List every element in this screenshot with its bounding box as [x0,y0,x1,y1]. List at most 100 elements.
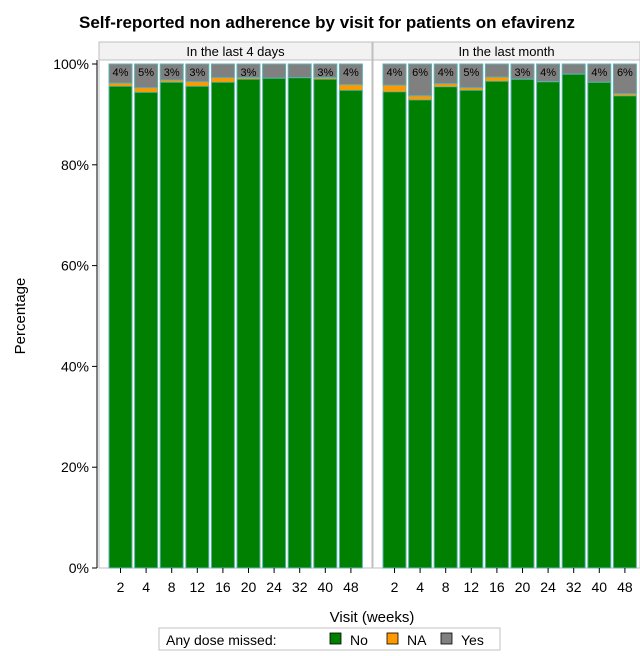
bar-yes [433,63,458,85]
data-label: 3% [241,67,257,79]
legend-label-no: No [350,632,368,648]
data-label: 4% [591,67,607,79]
bar-yes [287,63,312,79]
bar-no [587,81,612,569]
data-label: 4% [438,67,454,79]
x-tick-label: 12 [190,579,206,595]
y-tick-label: 40% [61,358,89,374]
bar-no [108,85,133,569]
x-tick-label: 2 [117,579,125,595]
bar-no [338,89,363,569]
bar-na [485,76,509,82]
panel-title: In the last 4 days [186,44,285,59]
y-axis-label: Percentage [12,278,29,355]
bar-na [382,84,407,93]
bar-na [134,87,158,93]
panel-1: In the last 4 days 4% 2 5% 4 3% 8 3% 12 16 3% 20 24 3… [98,41,373,595]
bar-no [382,91,407,569]
panel-frame [98,59,373,569]
bar-na [211,77,235,83]
bar-no [484,80,509,569]
legend-swatch-no [329,632,342,645]
data-label: 5% [463,67,479,79]
y-tick-label: 20% [61,459,89,475]
panel-title: In the last month [458,44,554,59]
y-tick-label: 0% [69,560,89,576]
legend-label-yes: Yes [461,632,484,648]
x-tick-label: 32 [292,579,308,595]
bar-yes [459,63,484,89]
x-tick-label: 32 [566,579,582,595]
bar-yes [210,63,235,79]
bar-na [185,81,210,87]
data-label: 6% [617,67,633,79]
data-label: 4% [387,67,403,79]
x-tick-label: 16 [489,579,505,595]
bar-no [210,81,235,569]
y-tick-label: 60% [61,258,89,274]
data-label: 3% [189,67,205,79]
data-label: 4% [540,67,556,79]
bar-yes [510,63,535,80]
x-tick-label: 20 [515,579,531,595]
bar-yes [313,63,338,79]
x-tick-label: 4 [416,579,424,595]
x-axis-label: Visit (weeks) [330,609,415,626]
bar-yes [612,63,637,95]
bar-no [236,78,261,569]
bar-no [134,91,159,569]
x-tick-label: 16 [215,579,231,595]
bar-yes [159,63,184,81]
bar-yes [561,63,586,75]
x-tick-label: 40 [318,579,334,595]
x-tick-label: 48 [617,579,633,595]
legend-swatch-yes [440,632,453,645]
panel-2: In the last month 4% 2 6% 4 4% 8 5% 12 16 3% 20 4% 24… [372,41,640,595]
x-tick-label: 20 [241,579,257,595]
x-tick-label: 40 [592,579,608,595]
bar-no [159,81,184,569]
x-tick-label: 2 [391,579,399,595]
data-label: 3% [164,67,180,79]
data-label: 3% [515,67,531,79]
data-label: 4% [343,67,359,79]
bar-no [408,99,433,569]
x-tick-label: 24 [266,579,282,595]
x-tick-label: 4 [142,579,150,595]
bar-yes [536,63,561,83]
bar-yes [484,63,509,78]
bar-no [459,89,484,569]
bar-no [313,78,338,569]
data-label: 6% [412,67,428,79]
bar-no [510,78,535,569]
legend-label-na: NA [407,632,427,648]
x-tick-label: 8 [442,579,450,595]
y-tick-label: 100% [53,56,89,72]
bar-yes [236,63,261,79]
data-label: 4% [113,67,129,79]
bar-na [339,84,363,91]
chart-title: Self-reported non adherence by visit for… [79,13,575,32]
legend: Any dose missed: No NA Yes [158,627,501,651]
data-label: 3% [317,67,333,79]
bar-yes [134,63,159,89]
x-tick-label: 48 [343,579,359,595]
bar-no [561,73,586,569]
bar-no [536,81,561,569]
bar-yes [338,63,363,86]
bar-yes [185,63,210,83]
x-tick-label: 8 [168,579,176,595]
legend-title: Any dose missed: [166,632,277,648]
bar-no [262,77,287,569]
bar-yes [108,63,133,84]
bar-na [408,95,432,101]
x-tick-label: 12 [464,579,480,595]
y-tick-label: 80% [61,157,89,173]
bar-no [185,85,210,569]
bar-yes [382,63,407,86]
x-tick-label: 24 [540,579,556,595]
legend-swatch-na [386,632,399,645]
bar-yes [587,63,612,83]
legend-frame [158,627,501,651]
